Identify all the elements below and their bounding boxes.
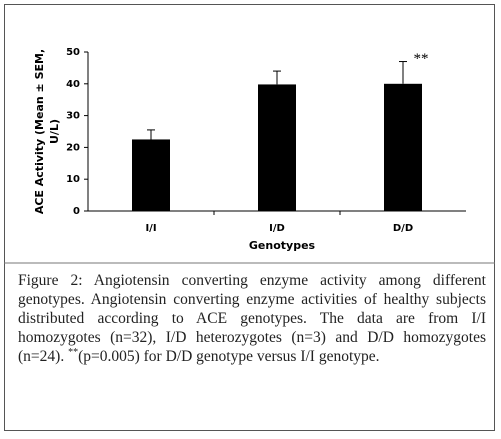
x-tick-label: I/I [145, 223, 156, 234]
x-tick-label: I/D [269, 223, 285, 234]
y-tick-label: 40 [66, 79, 80, 90]
bar [132, 139, 170, 211]
x-tick-label: D/D [393, 223, 413, 234]
bar [384, 83, 422, 211]
y-tick-label: 50 [66, 47, 80, 58]
y-tick-label: 30 [66, 111, 80, 122]
annotation: ** [414, 51, 429, 67]
figure-frame [4, 4, 495, 431]
caption-mark: ** [68, 346, 79, 358]
y-axis-label: ACE Activity (Mean ± SEM, [33, 49, 46, 214]
y-tick-label: 0 [73, 206, 80, 217]
caption-text: (p=0.005) for D/D genotype versus I/I ge… [78, 348, 380, 365]
y-tick-label: 10 [66, 174, 80, 185]
caption-label: Figure 2: [18, 272, 83, 289]
y-tick-label: 20 [66, 142, 80, 153]
caption-text: Angiotensin converting enzyme activity a… [18, 272, 486, 365]
x-axis-label: Genotypes [249, 239, 316, 252]
chart: 0 10 20 30 40 50 ACE Activity (Mean ± SEM, U/L)… [4, 47, 495, 264]
bar [258, 84, 296, 211]
caption: Figure 2: Angiotensin converting enzyme … [18, 271, 486, 366]
y-axis-label: U/L) [48, 119, 61, 144]
